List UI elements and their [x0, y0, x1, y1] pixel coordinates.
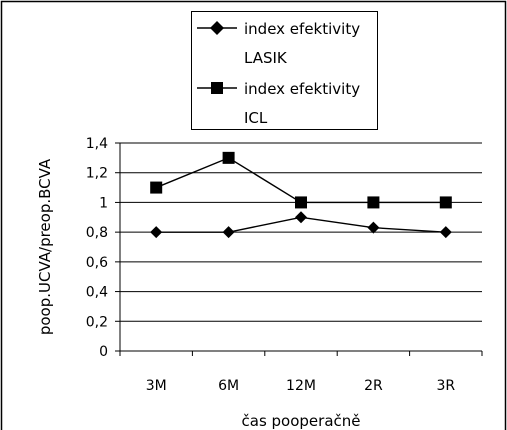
- y-tick-label: 0,8: [86, 225, 108, 241]
- data-point-diamond: [367, 221, 380, 234]
- x-tick-label: 2R: [364, 378, 383, 394]
- legend-label-lasik-line1: index efektivity: [244, 20, 360, 38]
- x-tick-label: 3R: [436, 378, 455, 394]
- data-point-square: [367, 196, 380, 209]
- legend-label-icl-line2: ICL: [244, 109, 268, 127]
- x-tick-label: 3M: [146, 378, 167, 394]
- legend-label-icl-line1: index efektivity: [244, 80, 360, 98]
- data-point-square: [439, 196, 452, 209]
- legend-diamond-marker: [210, 21, 224, 35]
- series: [150, 151, 452, 239]
- y-tick-label: 0,4: [86, 285, 108, 301]
- data-point-diamond: [439, 226, 452, 239]
- y-tick-label: 0,2: [86, 314, 108, 330]
- y-tick-labels: 0 0,2 0,4 0,6 0,8 1 1,2 1,4: [86, 136, 120, 360]
- legend-box: [191, 11, 378, 130]
- data-point-square: [150, 181, 163, 194]
- y-tick-label: 0: [99, 344, 108, 360]
- y-axis-title: poop.UCVA/preop.BCVA: [36, 158, 54, 335]
- x-tick-labels: 3M 6M 12M 2R 3R: [119, 351, 483, 394]
- data-point-square: [222, 151, 235, 164]
- data-point-diamond: [295, 211, 307, 224]
- legend-label-lasik-line2: LASIK: [244, 49, 288, 67]
- data-point-diamond: [150, 226, 163, 239]
- y-tick-label: 1: [99, 195, 108, 211]
- data-point-diamond: [222, 226, 235, 239]
- x-tick-label: 12M: [286, 378, 316, 394]
- legend: index efektivity LASIK index efektivity …: [191, 11, 378, 130]
- y-tick-label: 1,2: [86, 166, 108, 182]
- y-tick-label: 1,4: [86, 136, 108, 152]
- x-axis-title: čas pooperačně: [242, 412, 361, 430]
- legend-square-marker: [211, 82, 223, 94]
- y-tick-label: 0,6: [86, 255, 108, 271]
- data-point-square: [295, 196, 307, 209]
- x-tick-label: 6M: [218, 378, 239, 394]
